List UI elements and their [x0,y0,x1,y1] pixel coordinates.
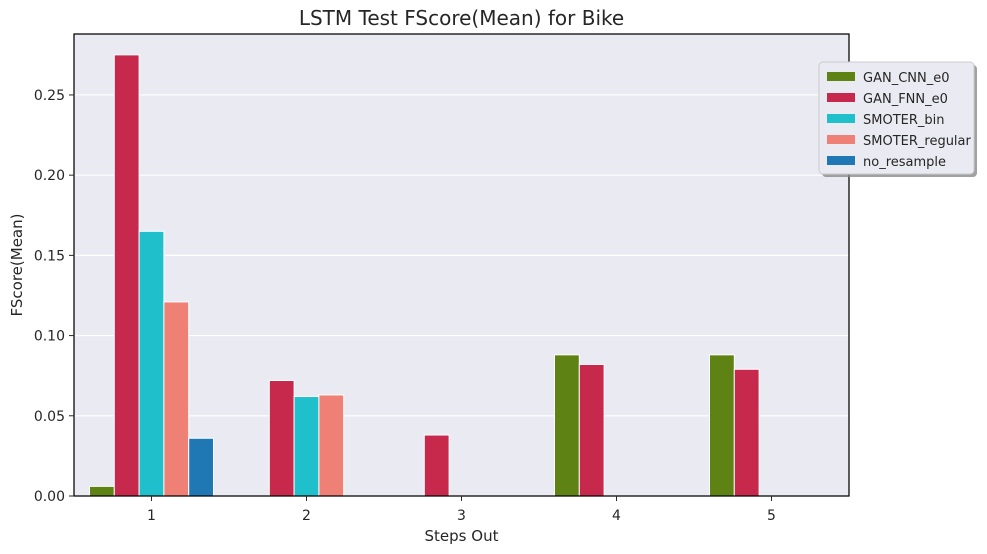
x-tick-label: 2 [302,508,311,524]
bar-smoter-bin-1 [138,230,165,497]
x-axis-title: Steps Out [425,527,499,545]
legend-label: SMOTER_bin [863,113,945,128]
x-tick-label: 3 [457,508,466,524]
y-tick-label: 0.20 [34,168,65,184]
x-axis-ticks: 1 2 3 4 5 [147,496,776,524]
chart-title: LSTM Test FScore(Mean) for Bike [299,6,624,30]
bar-no-resample-1 [188,437,214,497]
y-axis-ticks: 0.00 0.05 0.10 0.15 0.20 0.25 [34,88,74,505]
x-tick-label: 4 [612,508,621,524]
y-tick-label: 0.10 [34,329,65,345]
legend-swatch [827,72,855,81]
y-tick-label: 0.00 [34,489,65,505]
legend-box [818,61,975,175]
bar-gan-fnn-e0-3 [423,434,450,497]
bar-gan-fnn-e0-5 [733,368,760,497]
x-tick-label: 5 [767,508,776,524]
y-tick-label: 0.25 [34,88,65,104]
bar-smoter-regular-1 [163,301,190,497]
legend: GAN_CNN_e0 GAN_FNN_e0 SMOTER_bin SMOTER_reg… [818,61,977,177]
bar-smoter-regular-2 [318,394,345,497]
bar-gan-fnn-e0-4 [578,363,605,497]
legend-swatch [827,156,855,165]
legend-label: no_resample [863,155,946,170]
y-tick-label: 0.15 [34,248,65,264]
legend-swatch [827,114,855,123]
bar-gan-fnn-e0-1 [113,54,140,497]
bar-gan-cnn-e0-4 [554,354,580,497]
legend-swatch [827,93,855,102]
bars [89,54,760,497]
x-tick-label: 1 [147,508,156,524]
legend-label: SMOTER_regular [863,134,972,149]
legend-label: GAN_FNN_e0 [863,92,948,107]
bar-smoter-bin-2 [293,396,320,497]
bar-gan-fnn-e0-2 [268,380,295,497]
bar-gan-cnn-e0-5 [709,354,735,497]
legend-swatch [827,135,855,144]
bar-gan-cnn-e0-1 [89,485,115,497]
y-axis-title: FScore(Mean) [8,214,26,317]
legend-label: GAN_CNN_e0 [863,71,950,86]
y-tick-label: 0.05 [34,409,65,425]
